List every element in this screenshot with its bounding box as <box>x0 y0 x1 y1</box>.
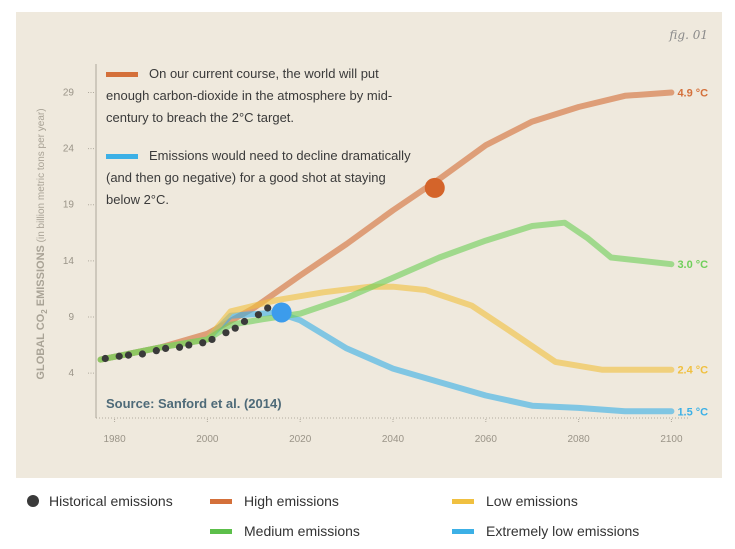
y-tick-label: 24 <box>63 144 75 155</box>
legend-swatch-icon <box>452 528 474 534</box>
historical-point <box>152 347 160 355</box>
y-tick-label: 29 <box>63 87 75 98</box>
fig-label: fig. 01 <box>668 28 708 42</box>
y-axis-label: GLOBAL CO2 EMISSIONS (in billion metric … <box>35 108 49 379</box>
highlight-marker-0 <box>424 177 445 198</box>
historical-point <box>101 354 109 363</box>
series-line-medium-emissions <box>97 219 675 363</box>
series-line-high-emissions <box>97 89 675 363</box>
annotation-text-line: (and then go negative) for a good shot a… <box>106 170 386 185</box>
historical-point <box>175 343 184 351</box>
historical-point <box>240 317 249 326</box>
legend-swatch-icon <box>210 528 232 534</box>
annotation-swatch-icon <box>106 154 138 159</box>
x-tick-label: 2020 <box>289 434 312 445</box>
annotation-text-line: below 2°C. <box>106 192 169 207</box>
historical-point <box>138 350 147 358</box>
historical-point <box>231 324 239 332</box>
legend-item-high: High emissions <box>210 493 339 509</box>
legend-label: High emissions <box>244 493 339 509</box>
x-tick-label: 2040 <box>382 434 405 445</box>
historical-point <box>185 341 193 349</box>
historical-point <box>162 344 170 352</box>
legend-dot-icon <box>27 495 39 507</box>
y-tick-label: 4 <box>68 368 74 379</box>
legend-swatch-icon <box>210 498 232 504</box>
historical-point <box>264 304 272 312</box>
legend-item-historical: Historical emissions <box>27 493 173 509</box>
legend-item-medium: Medium emissions <box>210 523 360 539</box>
y-tick-label: 19 <box>63 200 75 211</box>
x-tick-label: 1980 <box>103 434 126 445</box>
x-tick-label: 2000 <box>196 434 219 445</box>
series-end-label: 2.4 °C <box>677 365 708 377</box>
y-tick-label: 9 <box>68 312 74 323</box>
source-label: Source: Sanford et al. (2014) <box>106 396 282 411</box>
annotation-text-line: Emissions would need to decline dramatic… <box>149 148 411 163</box>
legend-label: Extremely low emissions <box>486 523 640 539</box>
highlight-marker-1 <box>271 302 292 323</box>
historical-point <box>208 335 216 344</box>
series-end-label: 1.5 °C <box>677 406 708 418</box>
emissions-chart: fig. 01 4 9 14 19 24 29 1980 2000 2020 2040 2060 208… <box>35 28 708 445</box>
historical-point <box>124 351 133 359</box>
annotation-text-line: century to breach the 2°C target. <box>106 110 294 125</box>
historical-point <box>115 352 123 360</box>
historical-point <box>222 329 230 337</box>
series-line-low-emissions <box>97 283 675 373</box>
x-tick-label: 2060 <box>475 434 498 445</box>
x-tick-label: 2100 <box>660 434 683 445</box>
y-tick-label: 14 <box>63 256 75 267</box>
historical-point <box>254 311 263 319</box>
historical-point <box>199 339 207 347</box>
series-end-label: 3.0 °C <box>677 259 708 271</box>
x-tick-label: 2080 <box>568 434 591 445</box>
legend-item-extremely-low: Extremely low emissions <box>452 523 639 539</box>
series-end-label: 4.9 °C <box>677 87 708 99</box>
legend-swatch-icon <box>452 498 474 504</box>
annotation-text-line: On our current course, the world will pu… <box>149 66 379 81</box>
legend-item-low: Low emissions <box>452 493 578 509</box>
annotation-swatch-icon <box>106 72 138 77</box>
legend-label: Historical emissions <box>49 493 173 509</box>
legend-label: Low emissions <box>486 493 578 509</box>
chart-panel: fig. 01 4 9 14 19 24 29 1980 2000 2020 2040 2060 208… <box>16 12 722 478</box>
annotation-text-line: enough carbon-dioxide in the atmosphere … <box>106 88 392 103</box>
legend-label: Medium emissions <box>244 523 360 539</box>
